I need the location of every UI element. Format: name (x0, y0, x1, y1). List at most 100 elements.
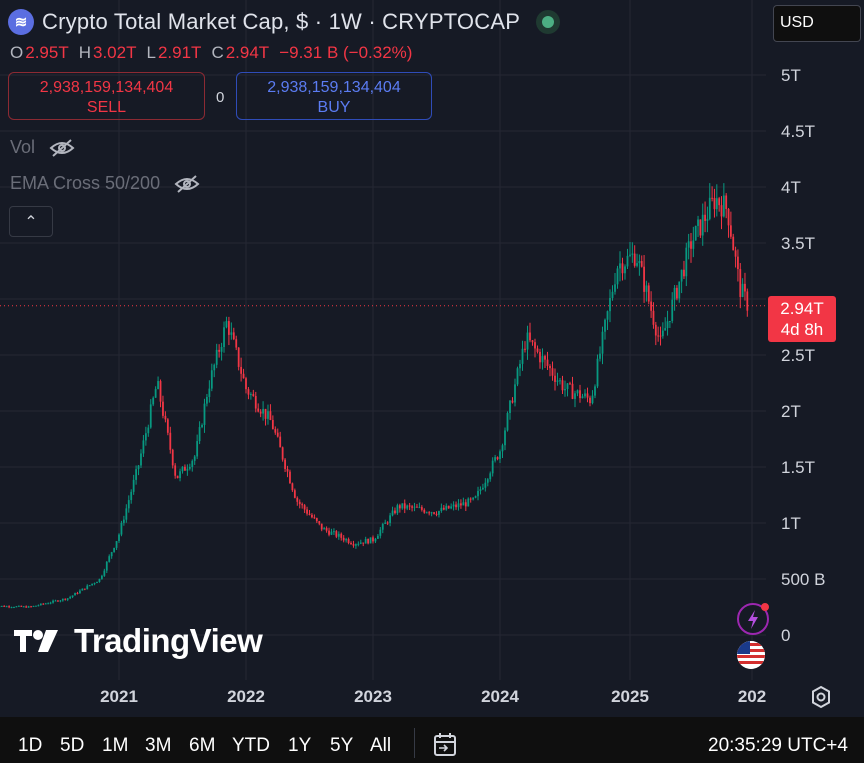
candle-body (220, 347, 223, 352)
candle-body (47, 603, 50, 605)
candle-body (235, 339, 238, 348)
ema-indicator[interactable]: EMA Cross 50/200 (10, 173, 200, 194)
candle-body (337, 533, 340, 537)
candle-body (39, 603, 42, 606)
x-tick-label: 2024 (481, 687, 519, 706)
range-button-1m[interactable]: 1M (102, 735, 129, 756)
chart-settings-icon[interactable] (809, 685, 833, 709)
chevron-up-icon: ⌃ (24, 213, 38, 231)
candle-body (105, 561, 108, 571)
candle-body (447, 505, 450, 509)
candle-body (604, 319, 606, 332)
candle-body (690, 241, 692, 249)
range-button-ytd[interactable]: YTD (232, 735, 270, 756)
range-button-6m[interactable]: 6M (189, 735, 216, 756)
candle-body (301, 504, 304, 506)
candle-body (509, 400, 511, 414)
market-status-icon[interactable] (542, 16, 555, 28)
lightning-icon[interactable] (737, 603, 769, 635)
eye-off-icon[interactable] (174, 174, 200, 194)
vol-indicator[interactable]: Vol (10, 137, 75, 158)
ohlc-legend: O 2.95T H 3.02T L 2.91T C 2.94T −9.31 B (−0.… (10, 43, 412, 63)
candle-body (596, 358, 599, 387)
time-axis[interactable]: 2021 2022 2023 2024 2025 202 (100, 687, 766, 706)
candle-body (232, 332, 235, 340)
collapse-legend-button[interactable]: ⌃ (9, 206, 53, 237)
candle-body (315, 518, 318, 522)
x-tick-label: 2025 (611, 687, 649, 706)
goto-date-icon[interactable] (431, 731, 459, 759)
y-tick-label: 4T (781, 178, 801, 197)
candle-body (534, 342, 536, 349)
candle-body (586, 393, 589, 398)
candle-body (335, 531, 338, 537)
symbol-title[interactable]: Crypto Total Market Cap, $ · 1W · CRYPTO… (42, 9, 521, 34)
candle-body (108, 556, 111, 562)
candle-body (122, 519, 125, 523)
candle-body (79, 590, 81, 594)
candle-body (367, 539, 370, 544)
candle-body (291, 483, 294, 491)
candle-body (125, 508, 128, 520)
candle-body (652, 310, 655, 325)
range-button-1y[interactable]: 1Y (288, 735, 312, 756)
candle-body (71, 595, 74, 597)
crypto-logo-icon: ≋ (8, 9, 34, 35)
candle-body (110, 552, 113, 557)
range-button-1d[interactable]: 1D (18, 735, 43, 756)
candle-body (584, 393, 586, 397)
candle-body (420, 507, 423, 510)
candle-body (539, 351, 541, 363)
candle-body (494, 457, 497, 461)
x-tick-label: 2023 (354, 687, 392, 706)
candle-body (467, 498, 470, 507)
candle-body (169, 432, 172, 450)
candle-body (228, 321, 230, 335)
last-price-tag: 2.94T 4d 8h (768, 296, 836, 342)
candle-body (394, 510, 396, 514)
candle-body (306, 509, 308, 514)
candle-body (286, 468, 289, 472)
candle-body (276, 432, 279, 437)
candle-body (186, 468, 189, 471)
candle-body (589, 397, 591, 404)
candle-body (225, 321, 228, 328)
open-label: O (10, 43, 24, 62)
candle-body (729, 225, 732, 237)
candle-body (171, 449, 174, 466)
candle-body (223, 327, 225, 348)
range-button-3m[interactable]: 3M (145, 735, 172, 756)
candle-body (486, 479, 489, 483)
candle-body (699, 219, 702, 236)
currency-select[interactable]: USD (773, 5, 861, 42)
range-button-all[interactable]: All (370, 735, 392, 756)
candle-body (559, 380, 561, 382)
candle-body (196, 441, 199, 457)
symbol-header[interactable]: ≋ Crypto Total Market Cap, $ · 1W · CRYP… (8, 9, 555, 35)
candle-body (619, 263, 621, 269)
candle-body (132, 479, 135, 492)
candle-body (455, 504, 457, 508)
close-label: C (211, 43, 224, 62)
buy-button[interactable]: 2,938,159,134,404 BUY (236, 72, 432, 120)
candle-body (389, 515, 391, 523)
us-flag-icon[interactable] (737, 641, 765, 669)
candle-body (159, 381, 162, 402)
buy-label: BUY (317, 99, 351, 116)
eye-off-icon[interactable] (49, 138, 75, 158)
candle-body (746, 291, 749, 311)
candle-body (576, 390, 579, 394)
candle-body (569, 383, 571, 385)
candle-body (566, 383, 569, 390)
range-button-5d[interactable]: 5D (60, 735, 85, 756)
candle-body (496, 457, 499, 460)
sell-button[interactable]: 2,938,159,134,404 SELL (8, 72, 205, 120)
candle-body (744, 283, 746, 292)
candle-body (140, 453, 142, 466)
candle-body (237, 347, 240, 367)
clock[interactable]: 20:35:29 UTC+4 (708, 735, 848, 756)
price-axis[interactable]: 0 500 B 1T 1.5T 2T 2.5T 3.5T 4T 4.5T 5T (781, 66, 825, 645)
range-button-5y[interactable]: 5Y (330, 735, 354, 756)
candle-body (464, 502, 467, 507)
